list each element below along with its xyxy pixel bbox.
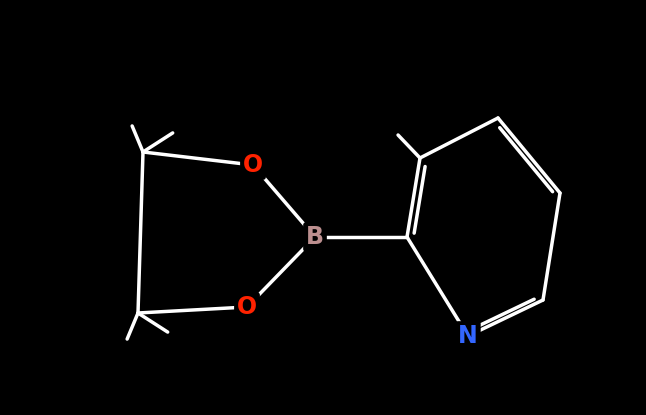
Text: O: O — [237, 295, 257, 319]
Text: B: B — [306, 225, 324, 249]
Text: N: N — [458, 324, 478, 348]
Text: O: O — [243, 153, 263, 177]
